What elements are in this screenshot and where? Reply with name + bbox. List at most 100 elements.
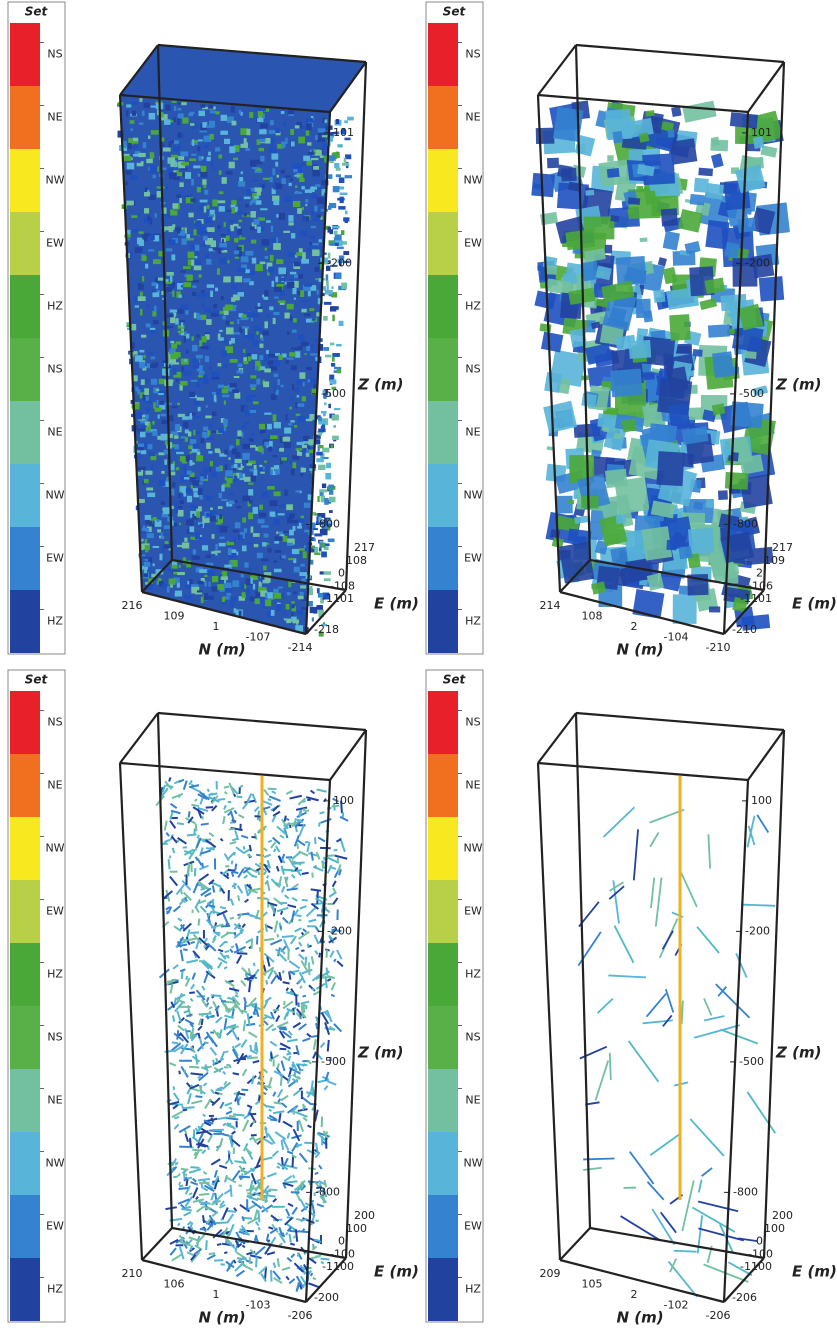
fracture [311,226,316,228]
fracture [688,528,714,554]
fracture [218,154,222,158]
fracture [309,920,317,922]
fracture [296,1112,308,1117]
fracture [204,938,207,942]
fracture [165,840,170,842]
fracture [157,186,165,188]
fracture [213,248,218,251]
fracture [291,142,295,147]
fracture [243,444,250,450]
n-tick-label: 2 [631,1288,638,1301]
fracture [210,461,213,466]
fracture [192,1028,193,1036]
fracture [148,249,154,251]
fracture [196,220,201,222]
legend-swatch [10,880,40,943]
box-edge [748,62,784,112]
fracture [265,256,269,259]
fracture [255,307,262,309]
fracture [300,231,308,237]
fracture [319,547,322,551]
fracture [126,170,132,174]
fracture [295,928,302,931]
fracture [212,411,216,416]
fracture [179,198,182,203]
fracture [232,861,233,865]
fracture [219,543,226,547]
fracture [200,438,204,443]
fracture [339,321,344,326]
fracture [341,230,344,235]
legend-title: Set [25,5,49,19]
z-tick-label: -800 [315,517,340,530]
fracture [160,401,165,404]
fracture [337,247,344,249]
fracture [597,413,618,428]
fracture [167,569,172,572]
fracture [255,599,260,605]
n-tick-label: -206 [706,1309,731,1322]
fracture [275,162,278,167]
fracture [183,949,187,950]
fracture [678,546,692,559]
fracture [219,311,223,314]
legend: SetNSNENWEWHZNSNENWEWHZ [8,670,65,1322]
fracture [295,387,300,392]
fracture [178,1223,180,1226]
fracture [308,1061,312,1064]
fracture [302,1038,310,1041]
fracture [128,143,132,149]
fracture [205,415,211,418]
fracture [610,1053,611,1080]
fracture [234,376,240,378]
fracture [614,926,633,963]
fracture [153,320,159,324]
fracture [252,341,258,347]
fracture [231,205,236,208]
fracture [219,191,224,194]
fracture [334,163,339,168]
fracture [291,601,295,603]
fracture [145,582,148,585]
legend-label: EW [464,237,482,250]
fracture [337,144,342,147]
fracture [198,1179,210,1181]
fracture [243,1120,248,1131]
fracture [256,1257,257,1268]
fracture [259,513,266,518]
fracture [201,824,209,825]
fracture [206,555,211,558]
fracture [647,1182,663,1200]
fracture [176,379,178,382]
fracture [292,605,295,609]
fracture [297,442,305,445]
fracture [224,386,228,389]
legend-label: EW [464,905,482,918]
fracture [279,1113,280,1122]
fracture [271,610,275,616]
fracture [233,158,238,161]
n-tick-label: 109 [164,610,185,623]
fracture [189,1169,201,1173]
fracture [203,236,208,241]
fracture [328,865,332,873]
legend-swatch [428,401,458,464]
fracture [568,500,575,505]
fracture [212,166,214,170]
z-tick-label: 100 [751,794,772,807]
fracture [247,353,251,356]
fracture [301,186,305,189]
fracture [303,1284,304,1288]
fracture [238,869,244,878]
fracture [616,514,626,523]
fracture [248,483,253,485]
legend-label: NS [465,1031,480,1044]
legend-label: EW [46,552,64,565]
fracture [254,544,259,547]
fracture [216,467,221,472]
fracture [329,510,333,513]
fracture [148,216,150,221]
fracture [175,424,180,431]
fracture [330,951,334,958]
fracture [256,379,260,385]
